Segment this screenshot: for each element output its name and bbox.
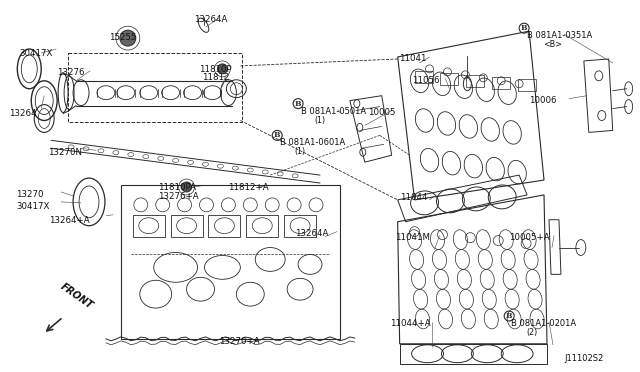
Text: B 081A1-0351A: B 081A1-0351A <box>527 31 593 40</box>
Text: (1): (1) <box>314 116 325 125</box>
Ellipse shape <box>120 30 136 46</box>
Bar <box>518 79 536 91</box>
Text: 11056: 11056 <box>412 76 439 85</box>
Text: 11044+A: 11044+A <box>390 319 430 328</box>
Text: 10005: 10005 <box>368 108 396 116</box>
Text: 11812: 11812 <box>202 73 229 82</box>
Text: B: B <box>506 312 513 320</box>
Text: 11810PA: 11810PA <box>157 183 196 192</box>
Bar <box>133 215 164 237</box>
Text: (1): (1) <box>294 147 305 156</box>
Text: B: B <box>274 131 280 140</box>
Text: B 081A1-0501A: B 081A1-0501A <box>301 107 366 116</box>
Text: 13264+A: 13264+A <box>49 216 90 225</box>
Bar <box>121 185 340 339</box>
Text: 13270N: 13270N <box>48 148 82 157</box>
Bar <box>209 215 241 237</box>
Text: 13276+A: 13276+A <box>157 192 198 201</box>
Bar <box>415 71 433 83</box>
Text: 30417X: 30417X <box>17 202 50 211</box>
Text: B 081A1-0201A: B 081A1-0201A <box>511 319 576 328</box>
Text: B: B <box>295 100 301 108</box>
Text: 15255: 15255 <box>109 33 136 42</box>
Text: FRONT: FRONT <box>59 282 95 311</box>
Text: B 081A1-0601A: B 081A1-0601A <box>280 138 346 147</box>
Bar <box>492 77 510 89</box>
Bar <box>440 73 458 85</box>
Text: 11812+A: 11812+A <box>228 183 269 192</box>
Text: 13264A: 13264A <box>295 229 328 238</box>
Text: 11044: 11044 <box>399 193 427 202</box>
Text: 13270: 13270 <box>17 190 44 199</box>
Text: 11041: 11041 <box>399 54 426 63</box>
Bar <box>467 75 484 87</box>
Text: B: B <box>521 24 527 32</box>
Text: J11102S2: J11102S2 <box>564 354 603 363</box>
Text: <B>: <B> <box>543 40 562 49</box>
Text: 11041M: 11041M <box>395 232 429 242</box>
Bar <box>246 215 278 237</box>
Text: 10005+A: 10005+A <box>509 232 550 242</box>
Ellipse shape <box>218 64 227 74</box>
Bar <box>284 215 316 237</box>
Text: 10006: 10006 <box>529 96 557 105</box>
Text: 13264: 13264 <box>10 109 37 118</box>
Text: 11810P: 11810P <box>198 65 231 74</box>
Text: 30417X: 30417X <box>19 49 52 58</box>
Bar <box>171 215 202 237</box>
Text: 13276: 13276 <box>57 68 84 77</box>
Text: 13270+A: 13270+A <box>220 337 260 346</box>
Text: (2): (2) <box>526 328 538 337</box>
Bar <box>68 53 243 122</box>
Text: 13264A: 13264A <box>193 15 227 24</box>
Ellipse shape <box>182 182 191 192</box>
